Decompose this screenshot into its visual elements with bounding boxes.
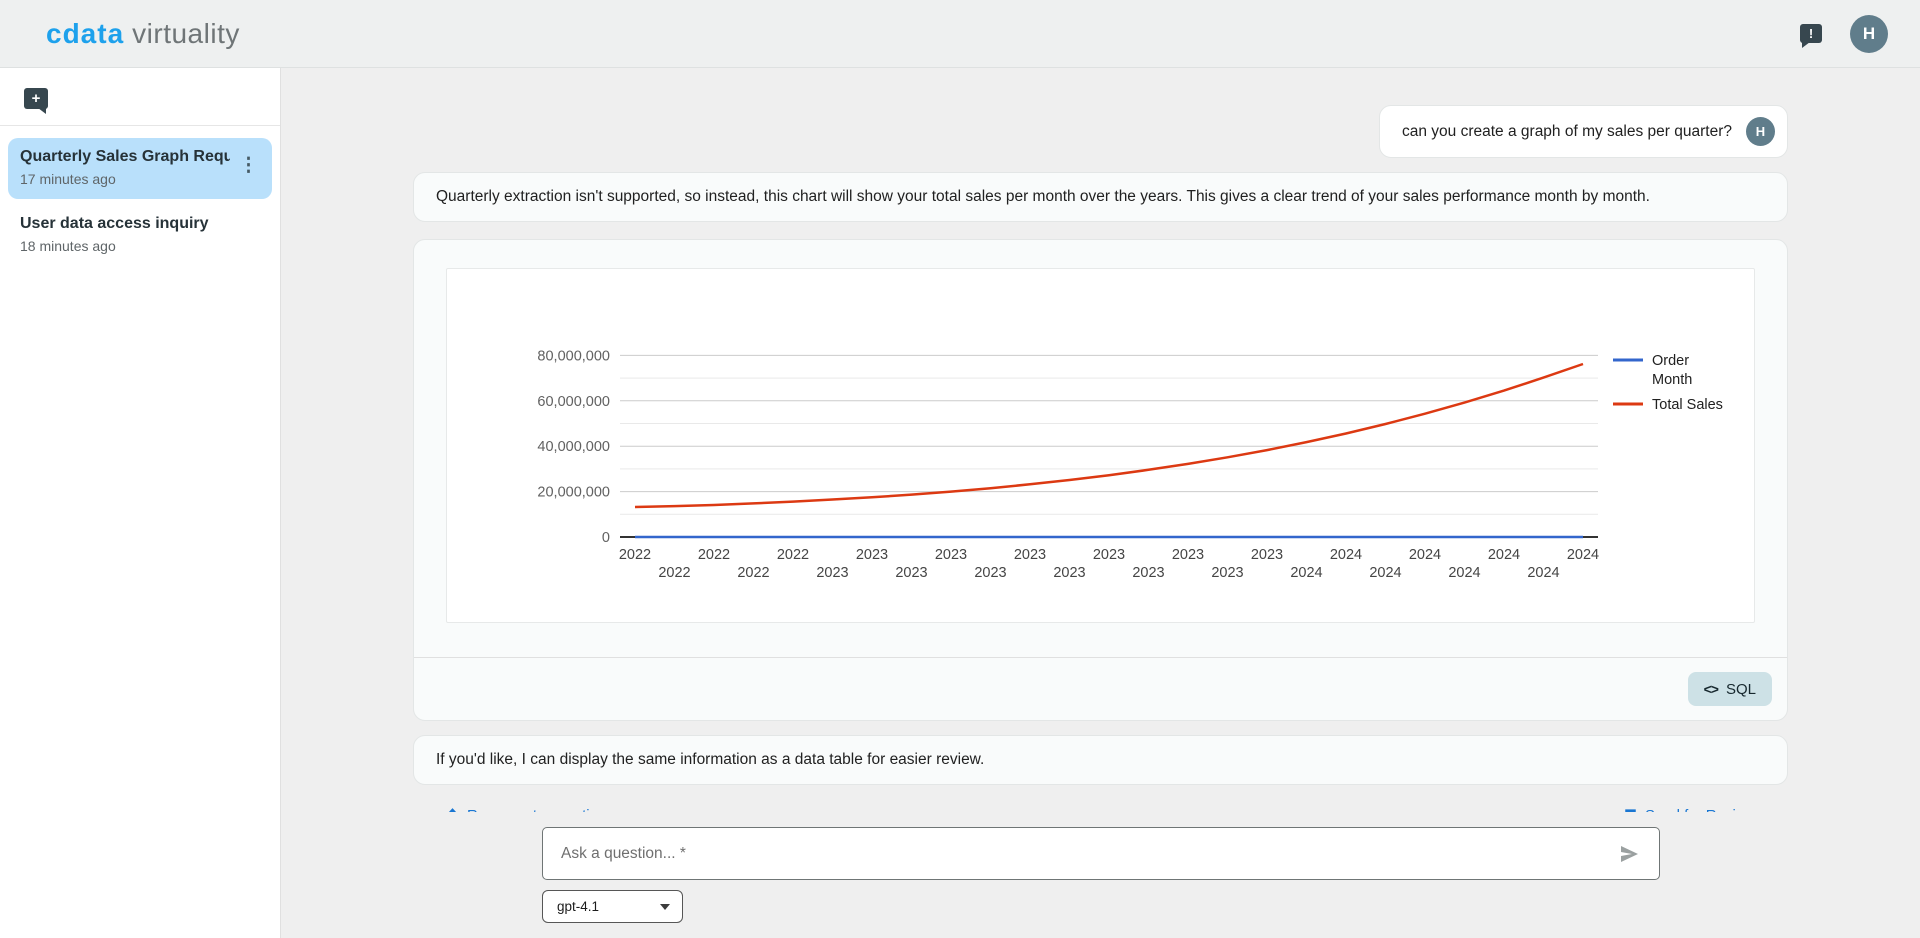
x-tick-label: 2023 [935,547,967,563]
x-tick-label: 2022 [777,547,809,563]
composer-bar: gpt-4.1 [281,812,1920,938]
assistant-message-bubble: Quarterly extraction isn't supported, so… [413,172,1788,222]
x-tick-label: 2023 [974,565,1006,581]
y-tick-label: 20,000,000 [537,485,610,501]
user-avatar[interactable]: H [1850,14,1888,53]
y-tick-label: 0 [602,530,610,546]
x-tick-label: 2023 [856,547,888,563]
conversation-item-user-data-access[interactable]: User data access inquiry 18 minutes ago [8,205,272,266]
chevron-down-icon [660,903,670,910]
user-message-bubble: can you create a graph of my sales per q… [1379,105,1788,158]
x-tick-label: 2023 [1014,547,1046,563]
x-tick-label: 2024 [1527,565,1559,581]
x-tick-label: 2023 [1211,565,1243,581]
model-selector[interactable]: gpt-4.1 [542,890,683,923]
chat-main-area: can you create a graph of my sales per q… [281,68,1920,938]
sidebar-header: + [0,68,280,126]
send-button[interactable] [1615,840,1643,868]
x-tick-label: 2023 [1093,547,1125,563]
conversation-timestamp: 18 minutes ago [20,238,116,254]
y-tick-label: 80,000,000 [537,348,610,364]
x-tick-label: 2024 [1448,565,1480,581]
question-input-box [542,827,1660,880]
x-tick-label: 2022 [698,547,730,563]
x-tick-label: 2022 [658,565,690,581]
conversation-sidebar: + Quarterly Sales Graph Requ... 17 minut… [0,68,281,938]
brand-logo-cdata: cdata [46,17,125,49]
sales-line-chart: 0 20,000,000 40,000,000 60,000,000 80,000,00… [537,348,1723,581]
feedback-icon[interactable]: ! [1800,24,1822,48]
user-message-text: can you create a graph of my sales per q… [1402,122,1732,140]
x-tick-label: 2022 [737,565,769,581]
model-selector-value: gpt-4.1 [557,899,600,914]
x-tick-label: 2024 [1567,547,1599,563]
y-tick-label: 40,000,000 [537,439,610,455]
brand-logo-virtuality: virtuality [132,17,240,49]
x-tick-label: 2023 [1132,565,1164,581]
conversation-title: User data access inquiry [20,215,209,232]
chart-card: 0 20,000,000 40,000,000 60,000,000 80,000,00… [413,239,1788,721]
x-tick-label: 2023 [1251,547,1283,563]
x-tick-label: 2023 [895,565,927,581]
y-tick-label: 60,000,000 [537,394,610,410]
sql-button[interactable]: <> SQL [1687,672,1772,706]
x-tick-label: 2024 [1369,565,1401,581]
x-tick-label: 2024 [1488,547,1520,563]
x-tick-label: 2024 [1290,565,1322,581]
conversation-menu-icon[interactable]: ⋮ [239,155,258,176]
legend-label: Order [1652,353,1689,369]
x-tick-label: 2023 [1172,547,1204,563]
chat-message-list: can you create a graph of my sales per q… [281,68,1920,938]
top-bar: cdata virtuality ! H [0,0,1920,68]
chart-card-footer: <> SQL [414,657,1787,720]
sql-button-label: SQL [1725,680,1756,698]
conversation-timestamp: 17 minutes ago [20,171,116,187]
conversation-title: Quarterly Sales Graph Requ... [20,148,230,165]
x-tick-label: 2023 [816,565,848,581]
assistant-message-bubble-2: If you'd like, I can display the same in… [413,735,1788,785]
code-icon: <> [1703,681,1719,697]
series-line-total-sales [634,362,1584,509]
conversation-item-quarterly-sales[interactable]: Quarterly Sales Graph Requ... 17 minutes… [8,138,272,199]
x-tick-label: 2022 [619,547,651,563]
brand-logo: cdata virtuality [46,18,240,50]
question-input[interactable] [561,844,1615,863]
x-tick-label: 2024 [1409,547,1441,563]
user-message-avatar: H [1746,117,1775,146]
x-tick-label: 2023 [1053,565,1085,581]
conversation-list: Quarterly Sales Graph Requ... 17 minutes… [0,126,280,284]
chart-container: 0 20,000,000 40,000,000 60,000,000 80,000,00… [446,268,1755,623]
x-tick-label: 2024 [1330,547,1362,563]
legend-label: Total Sales [1652,397,1723,413]
legend-label: Month [1652,372,1692,388]
new-chat-icon[interactable]: + [24,88,48,114]
send-icon [1621,845,1638,862]
